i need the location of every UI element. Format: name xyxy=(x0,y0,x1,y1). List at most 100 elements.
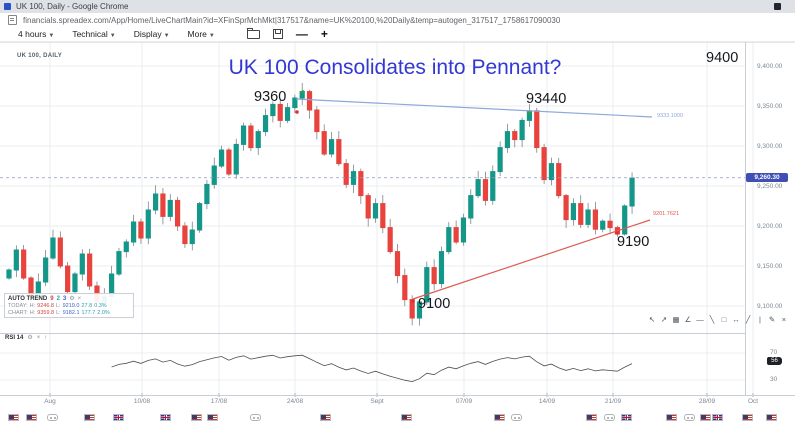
rectangle-icon[interactable]: □ xyxy=(721,315,727,324)
calendar-event-icon[interactable] xyxy=(511,414,522,421)
window-control-icon[interactable] xyxy=(774,3,781,10)
vertical-line-icon[interactable]: | xyxy=(759,315,761,324)
us-flag-event-icon[interactable] xyxy=(84,414,95,421)
us-flag-event-icon[interactable] xyxy=(320,414,331,421)
rsi-close-icon[interactable]: × xyxy=(36,334,41,341)
close-icon[interactable]: × xyxy=(781,315,787,324)
candle-body xyxy=(116,251,122,275)
open-layout-icon[interactable] xyxy=(246,27,260,39)
chevron-down-icon: ▼ xyxy=(208,33,215,39)
polyline-icon[interactable]: ↗ xyxy=(660,315,668,324)
candle-body xyxy=(541,147,547,181)
horizontal-line-icon[interactable]: — xyxy=(696,315,704,324)
candle-body xyxy=(534,110,540,149)
price-axis-label: 9,300.00 xyxy=(757,142,783,150)
uk-flag-event-icon[interactable] xyxy=(712,414,723,421)
rsi-upper-level-label: 70 xyxy=(770,349,778,356)
us-flag-event-icon[interactable] xyxy=(191,414,202,421)
pennant-upper-trendline[interactable] xyxy=(295,98,653,118)
note-9190[interactable]: 9190 xyxy=(617,234,650,250)
candle-body xyxy=(255,131,261,149)
us-flag-event-icon[interactable] xyxy=(26,414,37,421)
calendar-event-icon[interactable] xyxy=(250,414,261,421)
url-text[interactable]: financials.spreadex.com/App/Home/LiveCha… xyxy=(23,15,561,25)
time-axis-label: 28/09 xyxy=(698,398,716,405)
note-9360[interactable]: 9360 xyxy=(254,89,287,105)
price-axis-label: 9,350.00 xyxy=(757,102,783,110)
candle-body xyxy=(512,131,518,141)
window-title: UK 100, Daily - Google Chrome xyxy=(16,2,129,11)
candle-body xyxy=(446,227,452,253)
legend-title: AUTO TREND xyxy=(8,295,48,302)
time-axis-label: Oct xyxy=(747,398,759,405)
angle-icon[interactable]: ∠ xyxy=(684,315,692,324)
us-flag-event-icon[interactable] xyxy=(742,414,753,421)
calendar-event-icon[interactable] xyxy=(684,414,695,421)
rsi-move-up-icon[interactable]: ↑ xyxy=(44,334,48,341)
candle-body xyxy=(438,251,445,285)
ray-icon[interactable]: ╱ xyxy=(745,315,751,324)
instrument-label: UK 100, DAILY xyxy=(17,53,63,59)
save-layout-icon[interactable] xyxy=(272,29,283,39)
menu-more[interactable]: More ▼ xyxy=(187,29,215,39)
zoom-in-icon[interactable]: + xyxy=(320,27,328,41)
time-axis-label: 14/09 xyxy=(538,398,556,405)
candle-body xyxy=(592,209,598,230)
candle-body xyxy=(167,199,173,217)
note-9100[interactable]: 9100 xyxy=(418,296,451,312)
us-flag-event-icon[interactable] xyxy=(401,414,412,421)
pennant-lower-price-label: 9201.7621 xyxy=(653,211,679,217)
chevron-down-icon: ▼ xyxy=(48,33,55,39)
candle-body xyxy=(306,91,313,111)
rsi-settings-icon[interactable]: ⚙ xyxy=(27,335,33,341)
us-flag-event-icon[interactable] xyxy=(766,414,777,421)
us-flag-event-icon[interactable] xyxy=(700,414,711,421)
candle-body xyxy=(79,253,85,275)
menu-4-hours[interactable]: 4 hours ▼ xyxy=(18,29,55,39)
price-axis-label: 9,200.00 xyxy=(757,222,783,230)
rsi-line xyxy=(111,354,633,383)
candle-body xyxy=(138,221,144,239)
pennant-lower-trendline[interactable] xyxy=(412,219,651,300)
pencil-icon[interactable]: ✎ xyxy=(768,315,776,324)
page-info-icon[interactable] xyxy=(8,15,17,25)
candle-body xyxy=(123,241,129,253)
us-flag-event-icon[interactable] xyxy=(494,414,505,421)
uk-flag-event-icon[interactable] xyxy=(160,414,171,421)
note-9400[interactable]: 9400 xyxy=(706,50,739,66)
candle-body xyxy=(490,171,496,201)
chart-title-annotation[interactable]: UK 100 Consolidates into Pennant? xyxy=(228,56,562,79)
uk-flag-event-icon[interactable] xyxy=(621,414,632,421)
candle-body xyxy=(607,220,613,229)
candle-body xyxy=(72,273,78,293)
candle-body xyxy=(380,203,386,229)
legend-settings-icon[interactable]: ⚙ xyxy=(69,296,75,302)
candle-body xyxy=(343,163,349,185)
uk-flag-event-icon[interactable] xyxy=(113,414,124,421)
cursor-icon[interactable]: ↖ xyxy=(648,315,656,324)
trendline-icon[interactable]: ╲ xyxy=(709,315,715,324)
zoom-out-icon[interactable]: — xyxy=(295,27,308,41)
candle-body xyxy=(453,227,459,243)
note-93440[interactable]: 93440 xyxy=(526,91,567,107)
us-flag-event-icon[interactable] xyxy=(207,414,218,421)
menu-display[interactable]: Display ▼ xyxy=(133,29,170,39)
us-flag-event-icon[interactable] xyxy=(666,414,677,421)
columns-icon[interactable]: ▦ xyxy=(672,315,680,324)
us-flag-event-icon[interactable] xyxy=(586,414,597,421)
calendar-event-icon[interactable] xyxy=(604,414,615,421)
legend-param-3: 3 xyxy=(62,295,67,302)
menu-technical[interactable]: Technical ▼ xyxy=(72,29,116,39)
legend-row-today: TODAY: H: 9246.8 L: 9219.0 27.8 0.3% xyxy=(8,303,107,309)
us-flag-event-icon[interactable] xyxy=(8,414,19,421)
candle-body xyxy=(504,131,511,149)
calendar-event-icon[interactable] xyxy=(47,414,58,421)
swing-marker-dot xyxy=(301,90,305,94)
legend-close-icon[interactable]: × xyxy=(77,295,82,302)
measure-icon[interactable]: ↔ xyxy=(732,315,740,324)
chevron-down-icon: ▼ xyxy=(163,33,170,39)
current-price-label: 9,260.30 xyxy=(746,173,788,183)
candle-body xyxy=(189,229,195,245)
candle-body xyxy=(622,205,628,235)
